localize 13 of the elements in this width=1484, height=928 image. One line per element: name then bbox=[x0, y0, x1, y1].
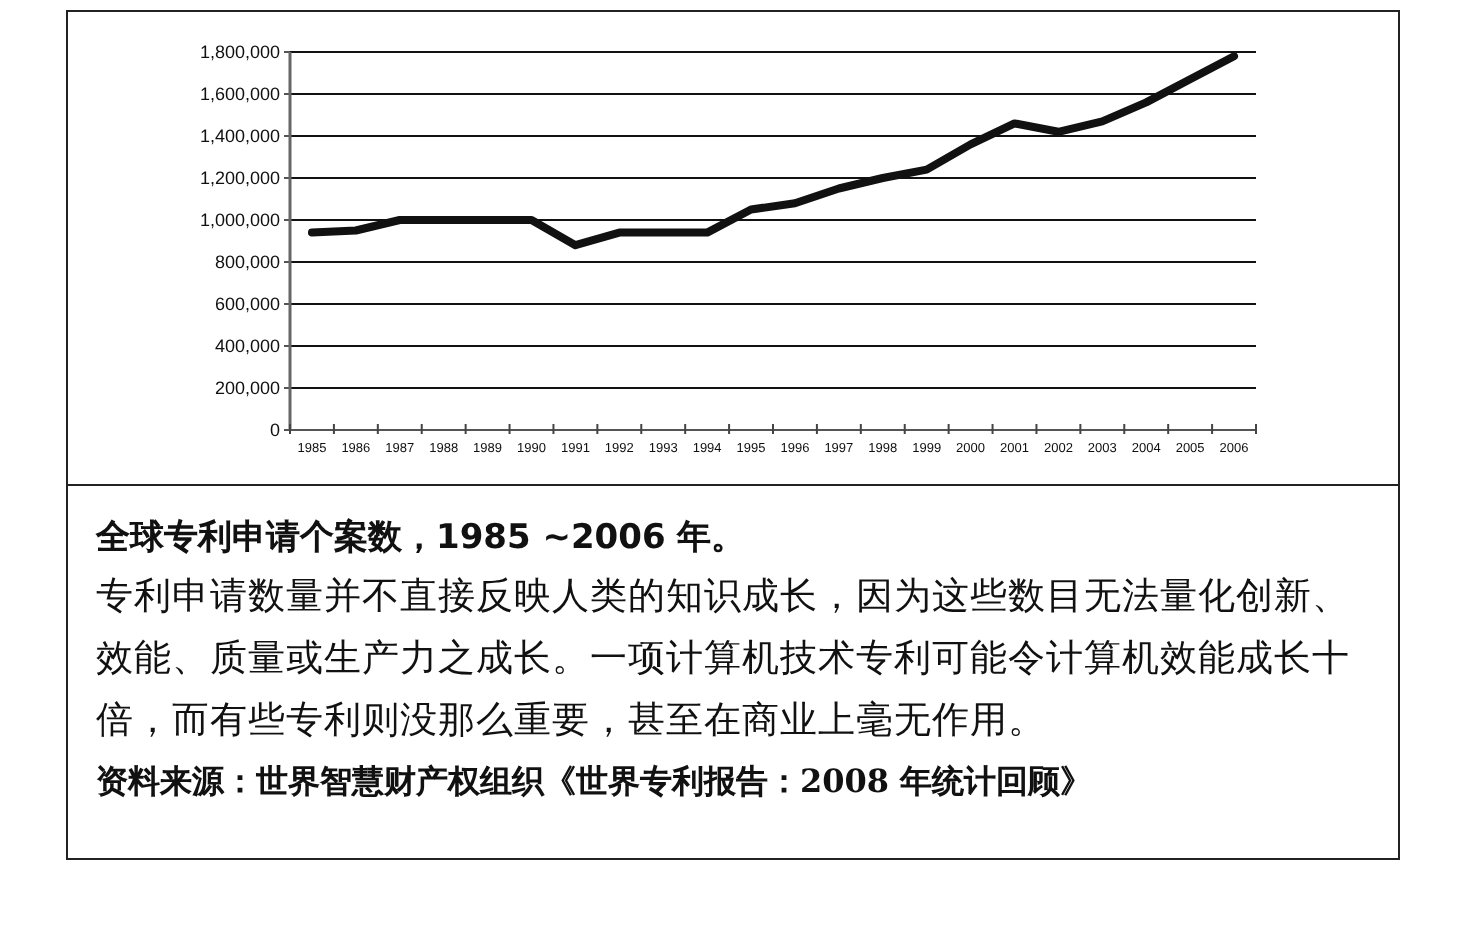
y-tick-label: 400,000 bbox=[214, 336, 280, 356]
text: 专利申请数量并不直接反映人类的知识成长，因为这些数目无法量化创新、效能、质量或生产力之成长。一项计算机技术专利可能令计算机效能成长十倍，而有些专利则没那么重要，甚至在商业上毫无作用。 bbox=[96, 574, 1352, 746]
y-tick-label: 200,000 bbox=[214, 378, 280, 398]
y-tick-label: 800,000 bbox=[214, 252, 280, 272]
y-tick-label: 600,000 bbox=[214, 294, 280, 314]
y-tick-label: 1,000,000 bbox=[199, 210, 280, 230]
y-tick-label: 1,200,000 bbox=[199, 168, 280, 188]
y-tick-label: 1,800,000 bbox=[199, 42, 280, 62]
text: 全球专利申请个案数，1985 ~2006 年。 bbox=[96, 516, 748, 562]
y-tick-label: 1,600,000 bbox=[199, 84, 280, 104]
y-tick-label: 1,400,000 bbox=[199, 126, 280, 146]
text: 资料来源：世界智慧财产权组织《世界专利报告：2008 年统计回顾》 bbox=[96, 760, 1095, 804]
y-tick-label: 0 bbox=[269, 420, 280, 440]
